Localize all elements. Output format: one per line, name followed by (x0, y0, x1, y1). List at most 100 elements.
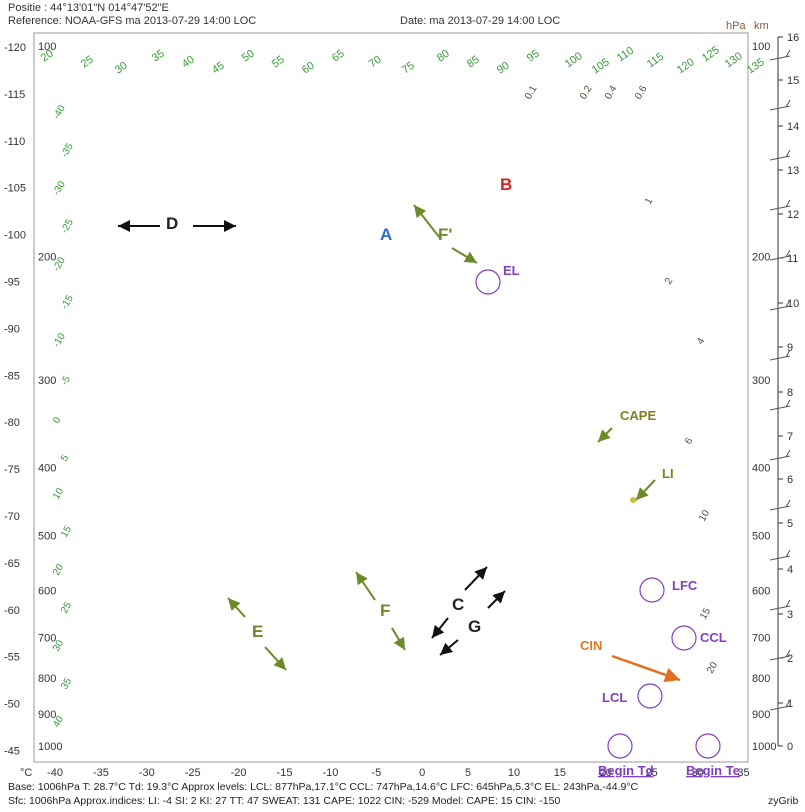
x-tick-label: -20 (231, 767, 247, 779)
wind-barb (769, 299, 791, 311)
pressure-label-left: 300 (38, 375, 56, 387)
marker-begin-td (607, 733, 633, 759)
label-begin-td: Begin Td (598, 763, 654, 778)
km-tick-label: 10 (787, 298, 799, 310)
mixing-ratio-line (796, 46, 805, 746)
theta-label: 95 (525, 48, 542, 65)
x-tick-label: 0 (419, 767, 425, 779)
x-tick-label: -15 (277, 767, 293, 779)
x-tick-label: -25 (185, 767, 201, 779)
arrow-e-up (227, 597, 246, 618)
marker-lfc (639, 577, 665, 603)
x-tick-label: -5 (371, 767, 381, 779)
hpa-unit-label: hPa (726, 20, 746, 32)
isotherm-label: 20 (51, 562, 66, 578)
letter-c: C (452, 595, 464, 614)
x-tick-label: 15 (554, 767, 566, 779)
km-tick-label: 9 (787, 342, 793, 354)
left-tick-label: -90 (4, 323, 20, 335)
theta-label: 30 (113, 60, 130, 77)
left-tick-label: -65 (4, 558, 20, 570)
theta-label: 25 (79, 54, 96, 71)
km-tick-label: 12 (787, 209, 799, 221)
isotherm-label: 0 (51, 415, 64, 426)
wind-barb (769, 49, 791, 61)
pressure-label-left: 900 (38, 709, 56, 721)
letter-f: F (380, 601, 390, 620)
arrow-e-down (264, 646, 287, 671)
isotherm-label: 30 (51, 638, 66, 654)
left-tick-label: -85 (4, 370, 20, 382)
theta-label: 40 (180, 54, 197, 71)
wind-barb (769, 199, 791, 211)
theta-label: 80 (435, 48, 452, 65)
isotherm-label: 5 (59, 453, 72, 464)
pressure-label-left: 600 (38, 586, 56, 598)
theta-label: 45 (210, 60, 227, 77)
pressure-label-left: 800 (38, 673, 56, 685)
left-tick-label: -110 (4, 136, 25, 148)
left-tick-label: -120 (4, 42, 26, 54)
reference-label: Reference: NOAA-GFS ma 2013-07-29 14:00 … (8, 15, 257, 27)
isotherm-label: 40 (51, 714, 66, 730)
wind-barb (769, 449, 791, 461)
position-label: Positie : 44°13'01"N 014°47'52"E (8, 2, 169, 14)
x-tick-label: -40 (47, 767, 63, 779)
wind-barb (769, 149, 791, 161)
wind-barb (769, 699, 791, 711)
pressure-label-left: 500 (38, 530, 56, 542)
x-tick-label: 20 (600, 767, 612, 779)
pressure-label-right: 1000 (752, 741, 776, 753)
arrow-g-up (487, 590, 506, 609)
mixing-ratio-label: 15 (698, 606, 713, 622)
isotherm-label: 10 (51, 486, 66, 502)
left-tick-label: -75 (4, 464, 20, 476)
pressure-label-right: 800 (752, 673, 770, 685)
x-tick-label: -10 (322, 767, 338, 779)
theta-label: 75 (400, 60, 417, 77)
pressure-label-right: 400 (752, 462, 770, 474)
wind-barb (769, 399, 791, 411)
km-tick-label: 2 (787, 653, 793, 665)
wind-barb (769, 599, 791, 611)
km-tick-label: 11 (787, 253, 798, 265)
left-tick-label: -100 (4, 230, 26, 242)
arrow-c-up (464, 566, 488, 591)
mixing-ratio-label: 1 (643, 196, 656, 207)
letter-a: A (380, 225, 392, 244)
left-tick-label: -45 (4, 746, 20, 758)
mixing-ratio-label: 4 (695, 336, 708, 347)
left-tick-label: -70 (4, 511, 20, 523)
letter-g: G (468, 617, 481, 636)
pressure-label-right: 600 (752, 586, 770, 598)
x-tick-label: -35 (93, 767, 109, 779)
km-unit-label: km (754, 20, 769, 32)
mixing-ratio-label: 6 (683, 436, 696, 447)
km-tick-label: 14 (787, 121, 799, 133)
pressure-label-left: 700 (38, 633, 56, 645)
km-tick-label: 5 (787, 518, 793, 530)
arrow-c-down (431, 617, 449, 639)
left-tick-label: -115 (4, 89, 25, 101)
pressure-label-right: 100 (752, 41, 770, 53)
left-tick-label: -105 (4, 183, 26, 195)
km-tick-label: 8 (787, 387, 793, 399)
letter-f-prime: F' (438, 225, 452, 244)
isotherm-label: 25 (59, 600, 74, 616)
letter-e: E (252, 622, 263, 641)
arrow-fprime-up (413, 204, 441, 239)
pressure-label-right: 200 (752, 252, 770, 264)
km-tick-label: 3 (787, 609, 793, 621)
label-cape: CAPE (620, 408, 656, 423)
footer-brand: zyGrib (768, 795, 799, 807)
theta-label: 85 (465, 54, 482, 71)
marker-ccl (671, 625, 697, 651)
km-tick-label: 15 (787, 75, 799, 87)
label-li: LI (662, 466, 674, 481)
left-tick-label: -50 (4, 699, 20, 711)
label-el: EL (503, 263, 520, 278)
footer-levels: Base: 1006hPa T: 28.7°C Td: 19.3°C Appro… (8, 781, 639, 793)
theta-label: 50 (240, 48, 257, 65)
pressure-label-left: 1000 (38, 741, 62, 753)
wind-barb (769, 499, 791, 511)
